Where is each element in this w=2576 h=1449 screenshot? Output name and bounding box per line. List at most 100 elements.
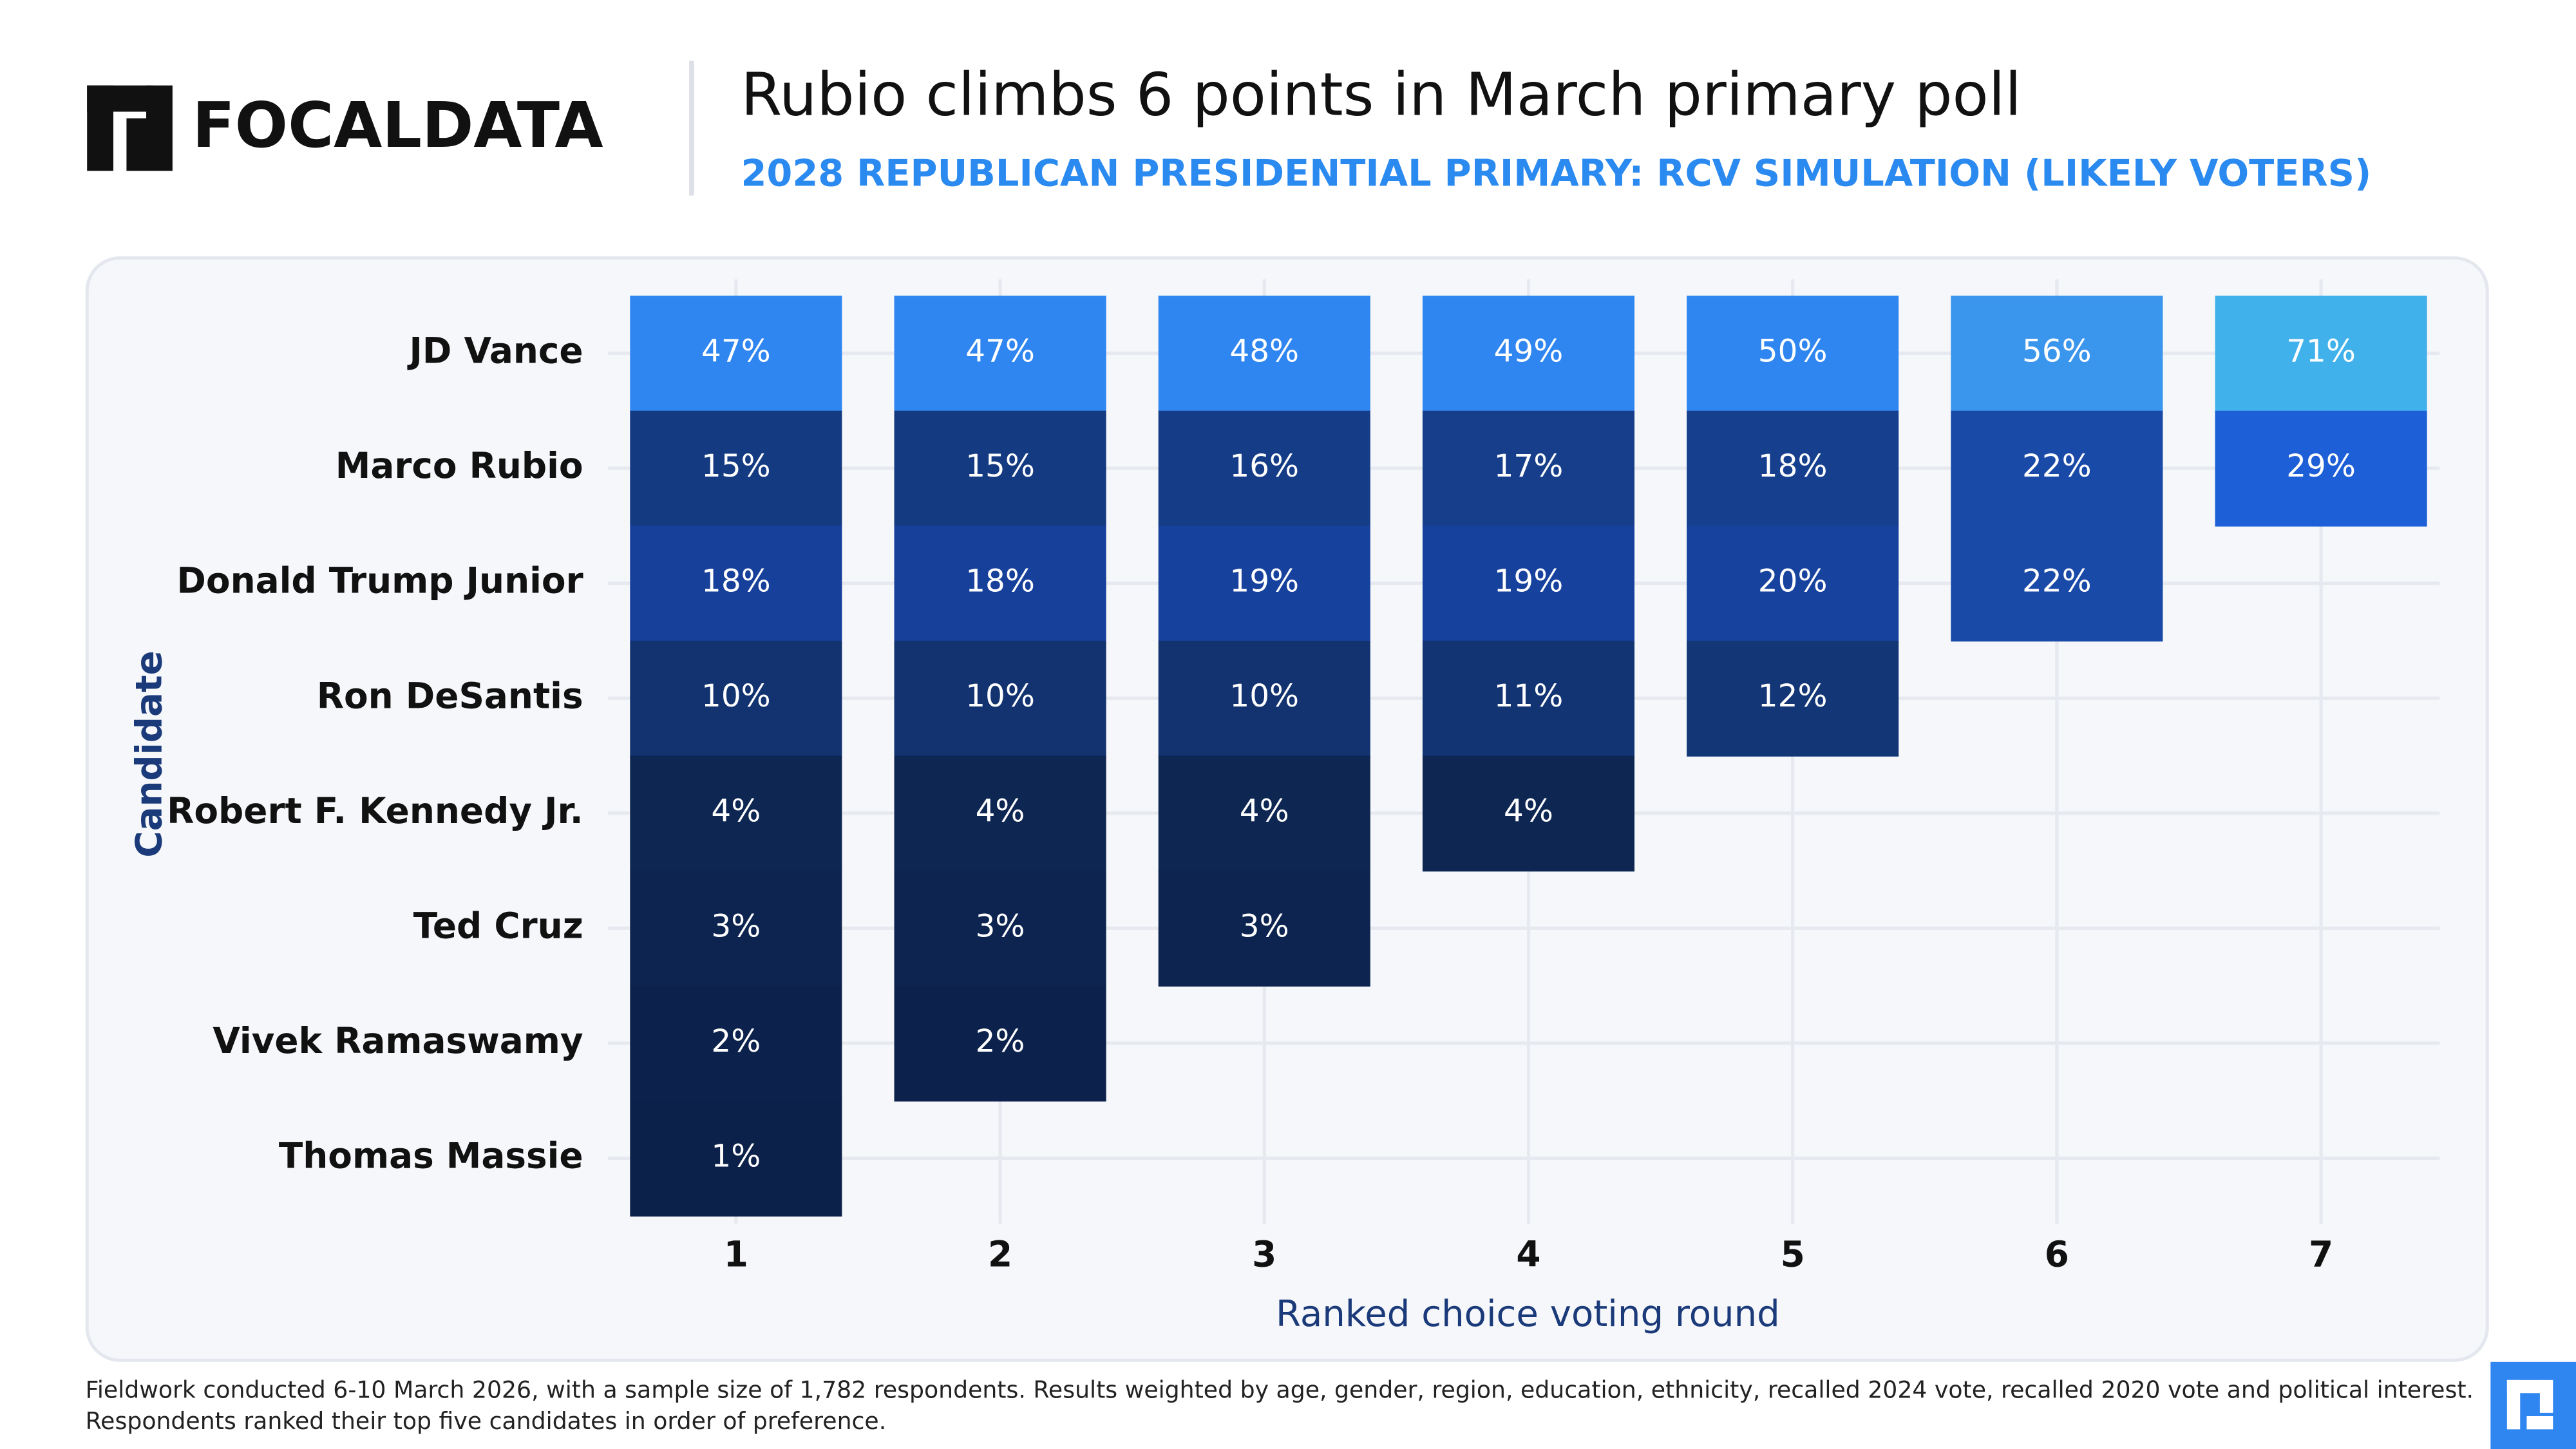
data-label: 29% (2286, 448, 2356, 484)
data-label: 10% (701, 678, 771, 714)
plot-area: JD Vance Marco Rubio Donald Trump Junior Ro… (167, 279, 2440, 1275)
heatmap-cell (894, 755, 1106, 872)
heatmap-cell (630, 410, 842, 527)
data-label: 19% (1229, 564, 1299, 600)
data-label: 11% (1494, 678, 1564, 714)
x-axis-title: Ranked choice voting round (1276, 1293, 1780, 1335)
heatmap-cell (1687, 640, 1899, 757)
heatmap-cell (1158, 296, 1370, 412)
data-label: 22% (2022, 448, 2092, 484)
data-label: 17% (1494, 448, 1564, 484)
y-tick-label: Thomas Massie (279, 1135, 583, 1177)
logo-bar (87, 85, 153, 112)
x-tick-label: 2 (988, 1234, 1012, 1275)
y-tick-label: Vivek Ramaswamy (213, 1020, 583, 1061)
heatmap-cell (630, 871, 842, 987)
heatmap-cell (630, 985, 842, 1102)
data-label: 4% (1504, 793, 1553, 829)
footnote: Fieldwork conducted 6-10 March 2026, wit… (86, 1376, 2474, 1404)
data-label: 48% (1229, 333, 1299, 369)
y-axis-title: Candidate (128, 650, 170, 857)
y-tick-label: JD Vance (406, 330, 583, 372)
y-tick-label: Donald Trump Junior (176, 560, 583, 601)
heatmap-cell (630, 1101, 842, 1217)
corner-logo-mark (2526, 1416, 2553, 1430)
corner-logo (2490, 1361, 2576, 1449)
heatmap-cell (894, 296, 1106, 412)
y-tick-label: Ted Cruz (413, 905, 583, 946)
heatmap-cell (1687, 410, 1899, 527)
logo-bar (146, 85, 173, 145)
x-tick-label: 4 (1516, 1234, 1540, 1275)
footnote: Respondents ranked their top five candid… (86, 1407, 887, 1435)
logo (87, 85, 173, 171)
data-label: 15% (701, 448, 771, 484)
data-label: 3% (1240, 908, 1289, 944)
data-label: 19% (1494, 564, 1564, 600)
x-tick-label: 5 (1781, 1234, 1805, 1275)
heatmap-cell (894, 410, 1106, 527)
data-label: 10% (965, 678, 1035, 714)
data-label: 47% (965, 333, 1035, 369)
corner-logo-box (2490, 1361, 2576, 1449)
chart-subtitle: 2028 REPUBLICAN PRESIDENTIAL PRIMARY: RC… (741, 152, 2372, 195)
brand-name: FOCALDATA (192, 89, 603, 162)
heatmap-cell (1158, 410, 1370, 527)
x-tick-label: 1 (724, 1234, 748, 1275)
data-label: 1% (711, 1138, 761, 1174)
data-label: 47% (701, 333, 771, 369)
heatmap-cell (1422, 410, 1635, 527)
x-tick-label: 3 (1252, 1234, 1276, 1275)
heatmap-cell (1422, 755, 1635, 872)
heatmap-cell (1422, 640, 1635, 757)
heatmap-cell (1422, 296, 1635, 412)
data-label: 10% (1229, 678, 1299, 714)
heatmap-cell (894, 526, 1106, 642)
data-label: 4% (1240, 793, 1289, 829)
heatmap-cell (894, 871, 1106, 987)
y-tick-label: Ron DeSantis (317, 675, 583, 716)
y-tick-label: Robert F. Kennedy Jr. (167, 790, 583, 831)
data-label: 50% (1758, 333, 1828, 369)
heatmap-cell (1687, 296, 1899, 412)
data-label: 49% (1494, 333, 1564, 369)
chart-title: Rubio climbs 6 points in March primary p… (741, 60, 2022, 129)
y-tick-label: Marco Rubio (336, 445, 583, 486)
x-tick-label: 7 (2309, 1234, 2333, 1275)
data-label: 3% (711, 908, 761, 944)
heatmap-cell (2215, 410, 2427, 527)
data-label: 22% (2022, 564, 2092, 600)
data-label: 4% (711, 793, 761, 829)
data-label: 2% (711, 1023, 761, 1059)
data-label: 16% (1229, 448, 1299, 484)
data-label: 2% (976, 1023, 1025, 1059)
heatmap-cell (1951, 526, 2163, 642)
data-label: 18% (965, 564, 1035, 600)
heatmap-cell (1951, 296, 2163, 412)
heatmap-cell (1422, 526, 1635, 642)
x-tick-label: 6 (2045, 1234, 2069, 1275)
heatmap-cell (1158, 871, 1370, 987)
logo-bar (126, 144, 173, 171)
heatmap-cell (894, 640, 1106, 757)
data-label: 12% (1758, 678, 1828, 714)
data-label: 18% (701, 564, 771, 600)
data-label: 56% (2022, 333, 2092, 369)
data-label: 20% (1758, 564, 1828, 600)
heatmap-cell (630, 526, 842, 642)
heatmap-cell (630, 640, 842, 757)
heatmap-cell (1951, 410, 2163, 527)
heatmap-cell (894, 985, 1106, 1102)
corner-logo-mark (2539, 1379, 2553, 1413)
data-label: 71% (2286, 333, 2356, 369)
data-label: 18% (1758, 448, 1828, 484)
heatmap-cell (1158, 526, 1370, 642)
corner-logo-mark (2506, 1379, 2543, 1394)
heatmap-cell (1687, 526, 1899, 642)
heatmap-cell (1158, 755, 1370, 872)
data-label: 15% (965, 448, 1035, 484)
data-label: 3% (976, 908, 1025, 944)
data-label: 4% (976, 793, 1025, 829)
